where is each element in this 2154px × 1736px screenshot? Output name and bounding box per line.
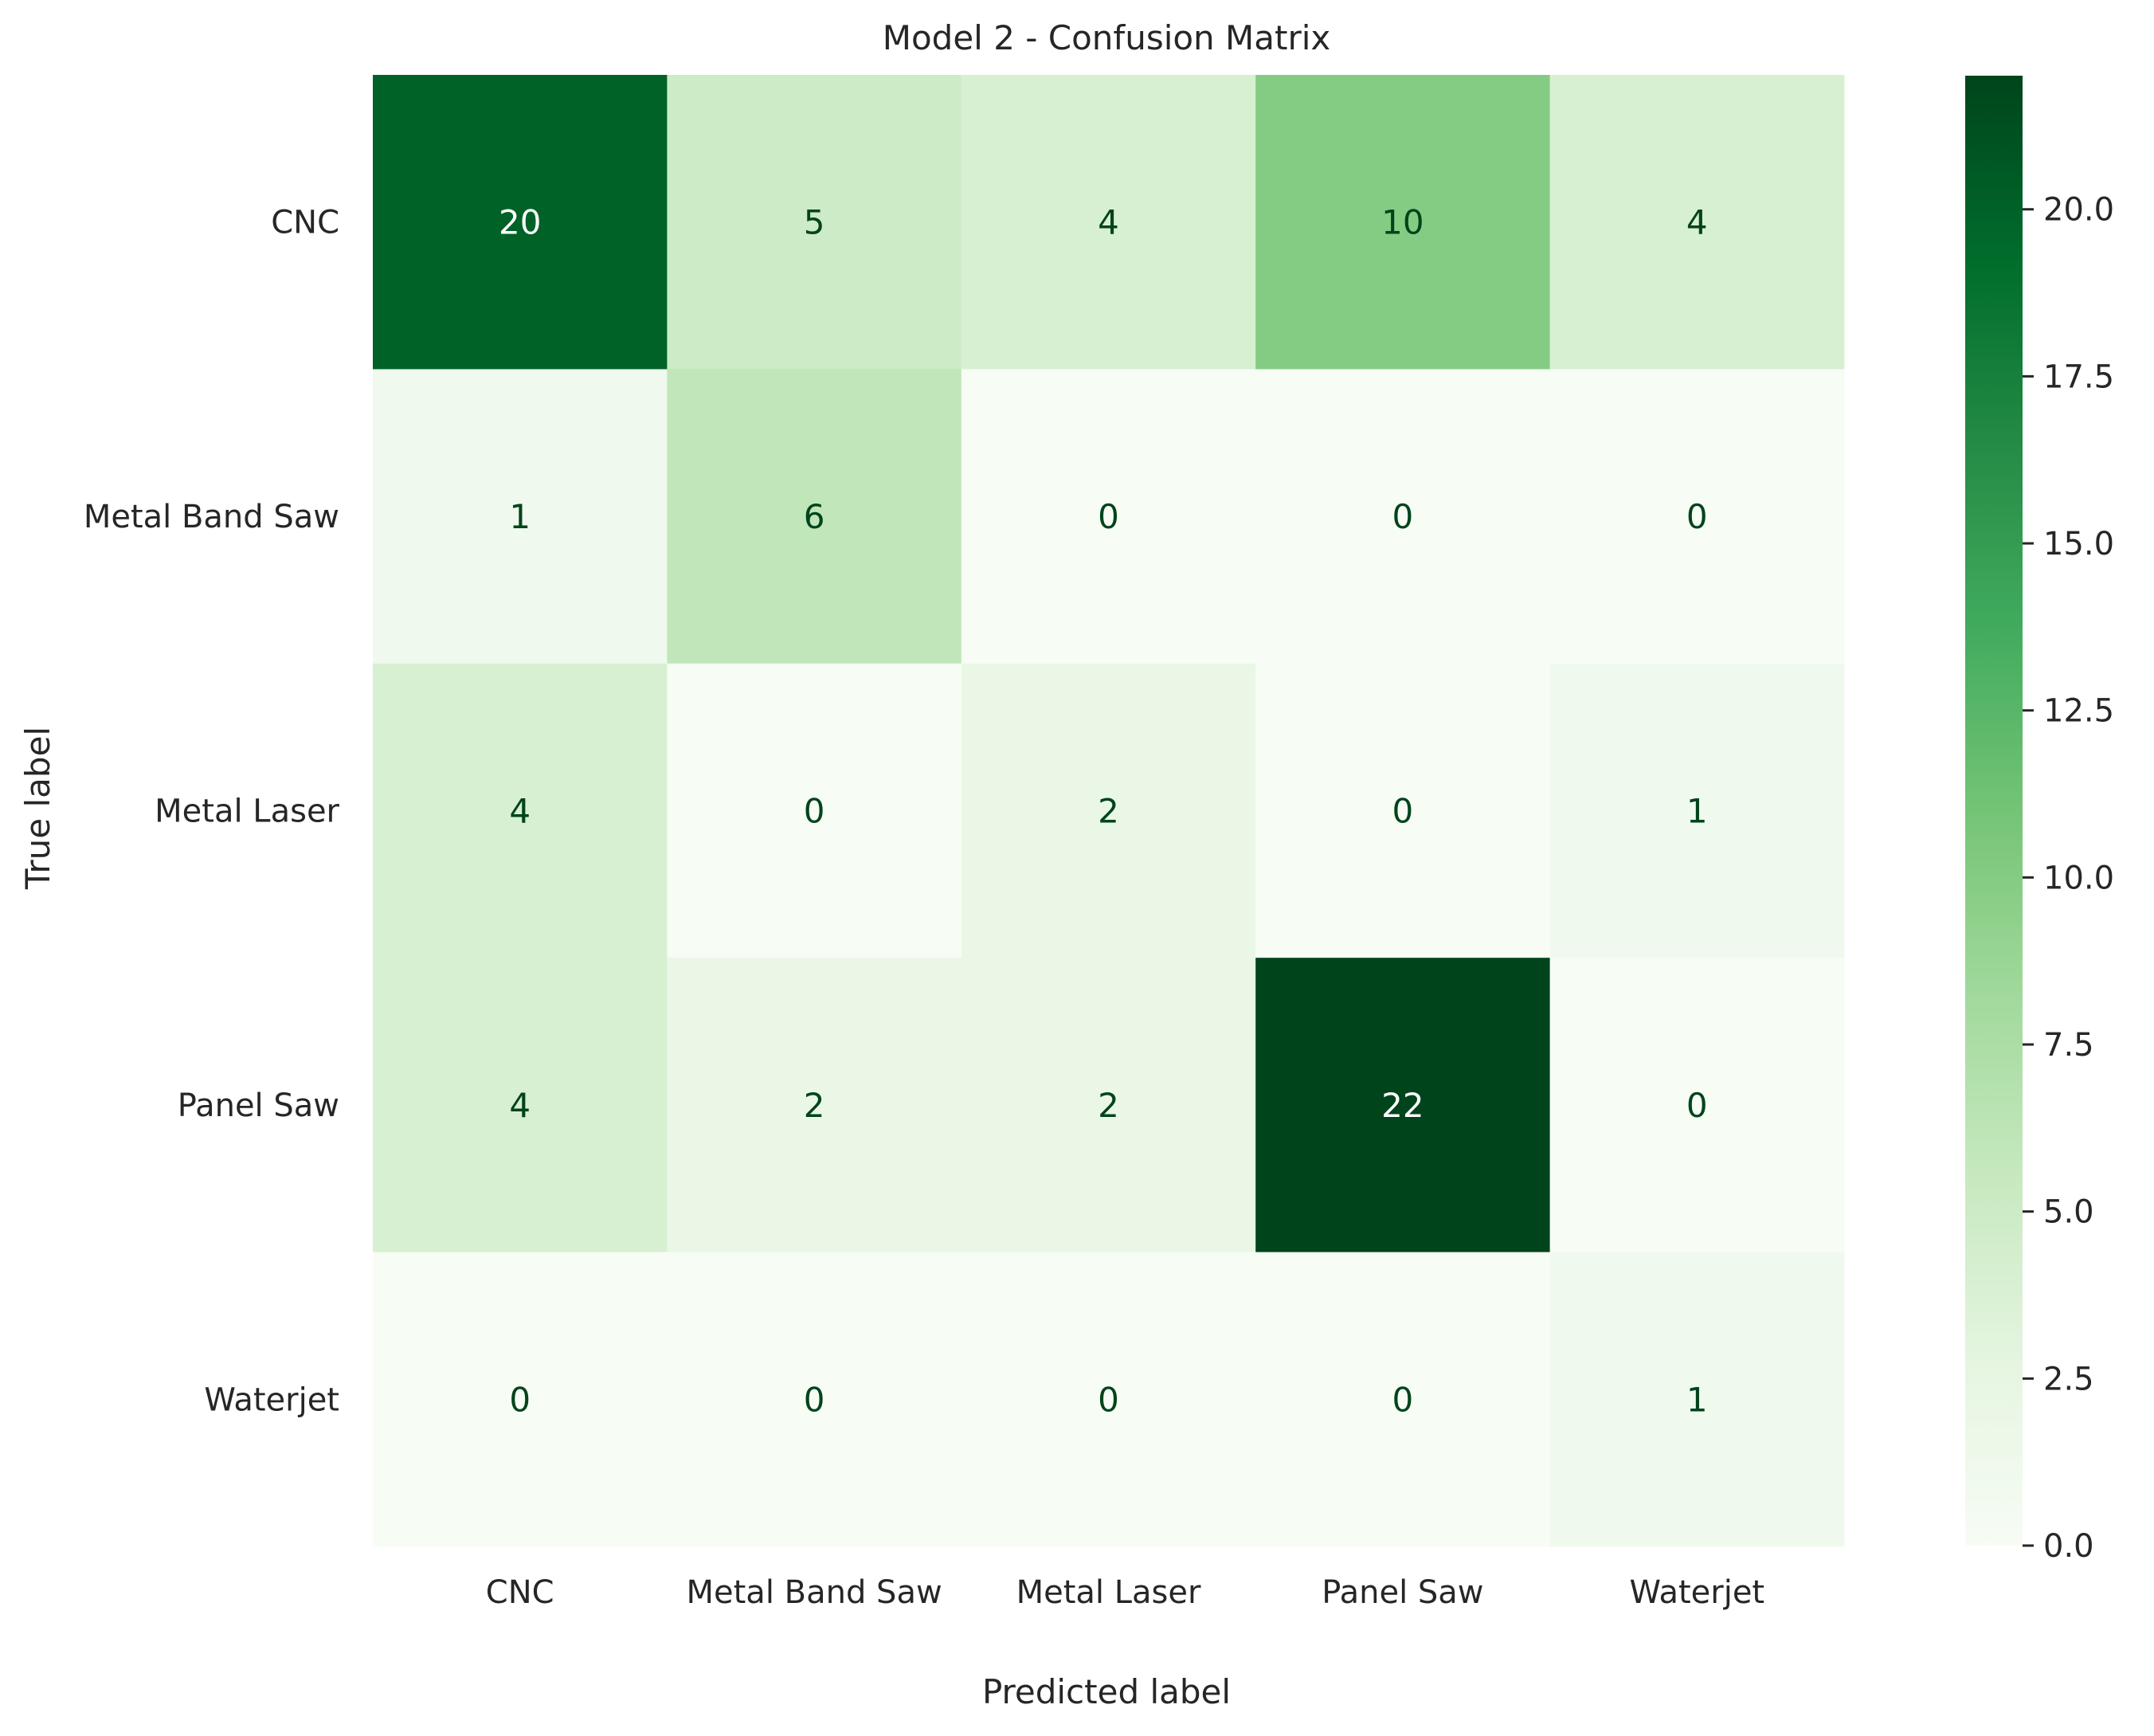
heatmap-cell — [373, 369, 668, 664]
colorbar-tick-label: 12.5 — [2043, 693, 2114, 730]
x-tick-label: Waterjet — [1629, 1574, 1764, 1611]
x-tick-label: Metal Laser — [1016, 1574, 1201, 1611]
heatmap-cell — [373, 1252, 668, 1547]
cell-value-label: 2 — [804, 1086, 825, 1125]
cell-value-label: 0 — [509, 1380, 531, 1419]
cell-value-label: 1 — [509, 497, 531, 536]
heatmap-cell — [1549, 75, 1845, 370]
heatmap-cell — [373, 958, 668, 1253]
heatmap-cell — [667, 663, 962, 958]
colorbar-tick-label: 7.5 — [2043, 1027, 2094, 1064]
heatmap-cell — [961, 1252, 1256, 1547]
y-tick-label: Waterjet — [204, 1381, 339, 1418]
colorbar-tick-label: 10.0 — [2043, 860, 2114, 896]
heatmap-cells — [373, 75, 1845, 1547]
heatmap-cell — [1255, 75, 1551, 370]
cell-value-label: 4 — [1686, 203, 1708, 242]
cell-value-label: 0 — [1686, 1086, 1708, 1125]
heatmap-cell — [961, 958, 1256, 1253]
cell-value-label: 4 — [509, 1086, 531, 1125]
cell-value-label: 2 — [1098, 1086, 1119, 1125]
cell-value-label: 10 — [1381, 203, 1424, 242]
y-tick-label: Metal Band Saw — [84, 499, 339, 535]
heatmap-cell — [1255, 1252, 1551, 1547]
x-tick-label: Metal Band Saw — [687, 1574, 942, 1611]
colorbar — [1965, 76, 2023, 1546]
heatmap-cell — [667, 369, 962, 664]
colorbar-tick-label: 20.0 — [2043, 192, 2114, 229]
heatmap-cell — [1549, 958, 1845, 1253]
heatmap-cell — [1549, 663, 1845, 958]
heatmap-cell — [1255, 958, 1551, 1253]
heatmap-cell — [961, 369, 1256, 664]
cell-value-label: 0 — [1686, 497, 1708, 536]
cell-value-label: 0 — [1392, 497, 1414, 536]
cell-value-label: 1 — [1686, 792, 1708, 831]
y-axis-label: True label — [18, 727, 57, 890]
cell-value-label: 2 — [1098, 792, 1119, 831]
cell-value-label: 0 — [1392, 1380, 1414, 1419]
y-tick-labels: CNC Metal Band Saw Metal Laser Panel Saw Wat… — [84, 205, 340, 1419]
colorbar-ticks: 0.0 2.5 5.0 7.5 10.0 12.5 15.0 17.5 20.0 — [2023, 192, 2114, 1565]
heatmap-cell — [373, 75, 668, 370]
y-tick-label: CNC — [271, 205, 339, 241]
y-tick-label: Panel Saw — [178, 1087, 339, 1124]
heatmap-cell — [373, 663, 668, 958]
heatmap-cell — [1255, 663, 1551, 958]
heatmap-cell — [667, 1252, 962, 1547]
cell-value-label: 1 — [1686, 1380, 1708, 1419]
heatmap-cell — [667, 75, 962, 370]
heatmap-cell — [1549, 369, 1845, 664]
cell-value-label: 20 — [499, 203, 541, 242]
colorbar-tick-label: 2.5 — [2043, 1361, 2094, 1397]
cell-value-label: 0 — [804, 792, 825, 831]
cell-value-label: 0 — [804, 1380, 825, 1419]
cell-value-label: 0 — [1098, 497, 1119, 536]
cell-value-label: 0 — [1392, 792, 1414, 831]
cell-value-label: 4 — [509, 792, 531, 831]
heatmap-cell — [667, 958, 962, 1253]
cell-value-label: 5 — [804, 203, 825, 242]
heatmap-cell — [961, 663, 1256, 958]
x-tick-label: CNC — [486, 1574, 554, 1611]
cell-value-label: 0 — [1098, 1380, 1119, 1419]
x-axis-label: Predicted label — [982, 1672, 1231, 1711]
colorbar-tick-label: 5.0 — [2043, 1194, 2094, 1231]
chart-title: Model 2 - Confusion Matrix — [883, 18, 1331, 57]
heatmap-cell — [1549, 1252, 1845, 1547]
x-tick-label: Panel Saw — [1322, 1574, 1483, 1611]
x-tick-labels: CNC Metal Band Saw Metal Laser Panel Saw Wat… — [486, 1574, 1764, 1611]
colorbar-tick-label: 15.0 — [2043, 526, 2114, 562]
heatmap-cell-labels: 20 5 4 10 41 6 0 0 04 0 2 0 14 2 2 22 00 0 0 0 1 — [499, 203, 1708, 1420]
heatmap-cell — [1255, 369, 1551, 664]
cell-value-label: 22 — [1381, 1086, 1424, 1125]
cell-value-label: 6 — [804, 497, 825, 536]
colorbar-tick-label: 17.5 — [2043, 359, 2114, 395]
cell-value-label: 4 — [1098, 203, 1119, 242]
y-tick-label: Metal Laser — [155, 794, 339, 830]
colorbar-tick-label: 0.0 — [2043, 1528, 2094, 1565]
heatmap-cell — [961, 75, 1256, 370]
